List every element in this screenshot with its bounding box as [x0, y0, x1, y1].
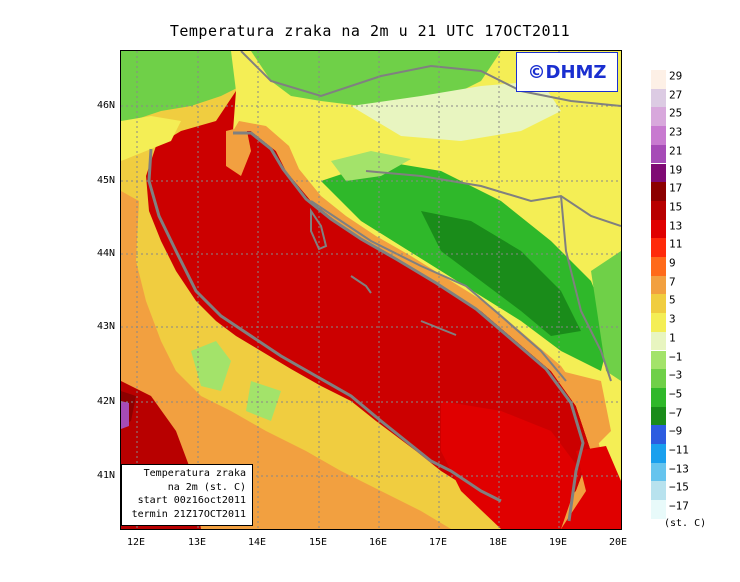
legend-label: 5 — [669, 293, 676, 307]
legend-swatch — [651, 70, 666, 89]
legend-label: 13 — [669, 219, 683, 233]
legend-label: 27 — [669, 88, 683, 102]
legend-swatch — [651, 88, 666, 108]
balkan-light-north — [351, 81, 561, 141]
legend-label: −5 — [669, 387, 683, 401]
lat-label-46n: 46N — [96, 100, 115, 111]
italy-hills-green-2 — [246, 381, 281, 421]
legend-swatch — [651, 182, 666, 201]
lat-label-43n: 43N — [96, 321, 115, 332]
lon-label-17e: 17E — [428, 537, 448, 548]
grid — [121, 51, 621, 529]
legend-swatch — [651, 462, 666, 482]
lat-label-41n: 41N — [96, 470, 115, 481]
legend-label: 11 — [669, 237, 683, 251]
italy-inner-warm — [121, 191, 451, 529]
island-3 — [420, 320, 457, 336]
legend-swatch — [651, 481, 666, 501]
legend-label: 25 — [669, 106, 683, 120]
legend-swatch — [651, 126, 666, 145]
legend-label: −1 — [669, 350, 683, 363]
legend-swatch — [651, 107, 666, 127]
legend-unit: (st. C) — [664, 518, 707, 529]
lon-label-19e: 19E — [548, 537, 568, 548]
legend-label: −17 — [669, 499, 689, 513]
island-2 — [350, 275, 372, 294]
info-line-3: start 00z16oct2011 — [137, 495, 246, 506]
po-valley-yellow — [121, 116, 181, 161]
lon-label-13e: 13E — [187, 537, 207, 548]
legend-label: 29 — [669, 69, 683, 83]
legend-label: −13 — [669, 462, 689, 476]
legend-label: 3 — [669, 312, 676, 326]
legend-label: 19 — [669, 163, 683, 176]
south-adriatic-bright — [441, 401, 581, 529]
legend-swatch — [651, 369, 666, 388]
legend-label: 23 — [669, 125, 683, 139]
legend-label: −9 — [669, 424, 683, 438]
balkan-coastline — [233, 131, 585, 522]
lon-label-16e: 16E — [368, 537, 388, 548]
island-1 — [310, 207, 328, 251]
border-line-3 — [560, 195, 612, 382]
lon-label-15e: 15E — [308, 537, 328, 548]
italy-coastline — [147, 148, 502, 503]
legend-label: −3 — [669, 368, 683, 382]
istria-region — [226, 126, 251, 176]
lat-label-42n: 42N — [96, 396, 115, 407]
legend-swatch — [651, 425, 666, 444]
temperature-map — [120, 50, 622, 530]
legend-swatch — [651, 406, 666, 426]
border-line-4 — [310, 200, 567, 382]
legend-label: 9 — [669, 256, 676, 270]
legend-label: −15 — [669, 480, 689, 494]
legend-swatch — [651, 200, 666, 220]
info-box: Temperatura zraka na 2m (st. C) start 00… — [121, 464, 253, 526]
legend-swatch — [651, 500, 666, 519]
dhmz-logo: ©DHMZ — [516, 52, 618, 92]
border-line-2 — [365, 170, 621, 227]
border-line-1 — [240, 51, 621, 107]
lon-label-18e: 18E — [488, 537, 508, 548]
legend-label: −7 — [669, 406, 683, 420]
legend-label: 1 — [669, 331, 676, 345]
info-line-1: Temperatura zraka — [143, 468, 246, 479]
albania-hot — [561, 446, 621, 529]
legend-swatch — [651, 313, 666, 332]
legend-swatch — [651, 219, 666, 239]
map-canvas — [121, 51, 621, 529]
balkan-land — [231, 51, 621, 529]
legend-swatch — [651, 144, 666, 164]
alps-green — [121, 51, 261, 121]
legend-swatch — [651, 275, 666, 295]
lon-label-12e: 12E — [126, 537, 146, 548]
legend-swatch — [651, 444, 666, 463]
lon-label-14e: 14E — [247, 537, 267, 548]
lon-label-20e: 20E — [608, 537, 628, 548]
legend-label: 7 — [669, 275, 676, 289]
legend-swatch — [651, 350, 666, 370]
legend-swatch — [651, 387, 666, 407]
map-title: Temperatura zraka na 2m u 21 UTC 17OCT20… — [169, 22, 571, 40]
legend-swatch — [651, 331, 666, 351]
info-line-4: termin 21Z17OCT2011 — [131, 508, 246, 520]
italy-purple-spot — [121, 401, 129, 429]
montenegro-warm — [561, 371, 611, 451]
lat-label-45n: 45N — [96, 175, 115, 186]
legend-swatch — [651, 238, 666, 257]
info-line-2: na 2m (st. C) — [167, 481, 246, 493]
bosnia-light — [331, 151, 411, 181]
legend-swatch — [651, 294, 666, 314]
legend-label: 15 — [669, 200, 683, 214]
legend-swatch — [651, 163, 666, 183]
lat-label-44n: 44N — [96, 248, 115, 259]
serbia-yellow — [551, 111, 621, 211]
legend-label: 17 — [669, 181, 683, 195]
serbia-green — [591, 251, 621, 381]
legend-label: −11 — [669, 443, 689, 457]
legend-swatch — [651, 257, 666, 276]
legend-label: 21 — [669, 144, 683, 158]
italy-hills-green — [191, 341, 231, 391]
bosnia-darkgreen — [421, 211, 581, 336]
